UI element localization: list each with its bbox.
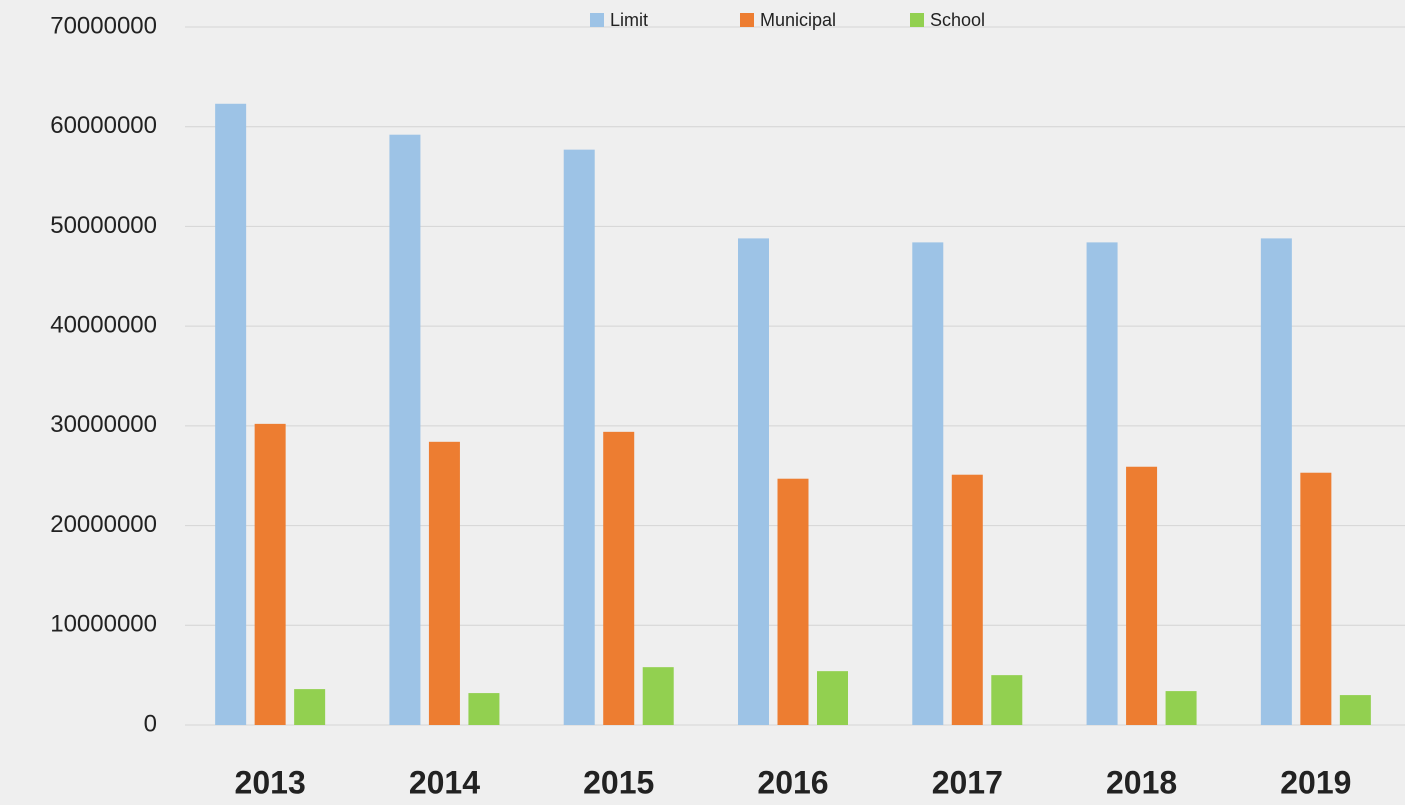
y-tick-label: 30000000: [50, 411, 157, 438]
bar: [951, 474, 983, 725]
x-tick-label: 2016: [757, 764, 828, 800]
x-tick-label: 2019: [1280, 764, 1351, 800]
x-tick-label: 2013: [235, 764, 306, 800]
x-tick-label: 2014: [409, 764, 480, 800]
bar: [1300, 472, 1332, 725]
x-tick-label: 2015: [583, 764, 654, 800]
bar: [1165, 691, 1197, 725]
x-tick-label: 2018: [1106, 764, 1177, 800]
bar: [1339, 695, 1371, 725]
y-tick-label: 40000000: [50, 311, 157, 338]
bar: [603, 431, 635, 725]
bar: [254, 423, 286, 725]
y-tick-label: 0: [144, 710, 157, 737]
legend-label: School: [930, 10, 985, 30]
legend-swatch: [910, 13, 924, 27]
y-tick-label: 10000000: [50, 611, 157, 638]
bar: [294, 689, 326, 725]
y-tick-label: 70000000: [50, 12, 157, 39]
bar: [991, 675, 1023, 725]
legend-label: Municipal: [760, 10, 836, 30]
y-tick-label: 20000000: [50, 511, 157, 538]
bar: [563, 149, 595, 726]
legend-label: Limit: [610, 10, 648, 30]
x-tick-label: 2017: [932, 764, 1003, 800]
bar: [738, 238, 769, 725]
bar: [817, 671, 848, 725]
bar: [468, 693, 500, 725]
bar: [428, 441, 460, 725]
bar: [1260, 238, 1292, 725]
y-tick-label: 50000000: [50, 212, 157, 239]
bar: [642, 667, 674, 725]
legend-swatch: [590, 13, 604, 27]
y-tick-label: 60000000: [50, 112, 157, 139]
bar: [777, 478, 809, 725]
bar: [389, 134, 421, 726]
bar: [912, 242, 944, 725]
bar: [1126, 466, 1158, 725]
bar: [1086, 242, 1118, 725]
bar: [215, 103, 247, 725]
legend-swatch: [740, 13, 754, 27]
